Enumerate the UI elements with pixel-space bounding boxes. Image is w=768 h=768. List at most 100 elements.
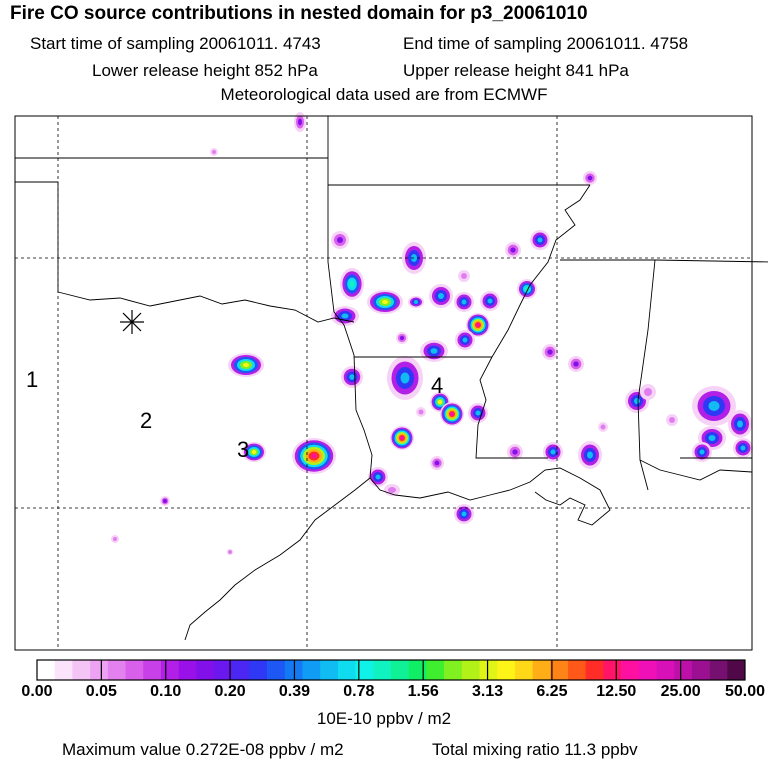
colorbar-swatch — [337, 660, 356, 680]
plume-contour — [737, 420, 743, 428]
colorbar-swatch — [267, 660, 286, 680]
colorbar-swatch — [107, 660, 126, 680]
region-label-2: 2 — [140, 408, 152, 433]
colorbar-tick-label: 0.78 — [343, 683, 375, 700]
colorbar-swatch — [284, 660, 303, 680]
lat-lon-grid — [15, 116, 752, 650]
plume-contour — [669, 417, 675, 423]
plume-contour — [418, 409, 424, 415]
colorbar-swatch — [727, 660, 746, 680]
plume-contour — [349, 374, 355, 380]
texas-coast — [184, 477, 371, 641]
colorbar-tick-label: 0.10 — [150, 683, 182, 700]
plume-contour — [699, 449, 705, 455]
plume-contour — [450, 412, 454, 416]
colorbar-swatch — [444, 660, 463, 680]
upper-release-label: Upper release height 841 hPa — [403, 61, 629, 80]
colorbar-tick-label: 25.00 — [660, 683, 701, 700]
colorbar-tick-label: 0.00 — [21, 683, 53, 700]
plume-contour — [487, 298, 493, 304]
colorbar-swatch — [461, 660, 480, 680]
colorbar-tick-label: 50.00 — [724, 683, 766, 700]
color-bar — [36, 659, 746, 681]
end-time-label: End time of sampling 20061011. 4758 — [403, 34, 689, 53]
plume-contour — [311, 453, 317, 459]
colorbar-tick-label: 12.50 — [596, 683, 637, 700]
boundary-lines — [15, 116, 768, 641]
state-border — [15, 181, 59, 292]
colorbar-swatch — [638, 660, 657, 680]
plume-contour — [438, 293, 444, 299]
colorbar-swatch — [90, 660, 109, 680]
plume-contour — [537, 237, 543, 243]
plume-contour — [510, 247, 516, 253]
plume-contour — [163, 499, 167, 503]
gulf-coast — [369, 467, 611, 526]
colorbar-tick-label: 3.13 — [471, 683, 504, 700]
map-title: Fire CO source contributions in nested d… — [10, 3, 588, 24]
plume-contour — [438, 400, 442, 404]
colorbar-swatch — [408, 660, 427, 680]
start-time-label: Start time of sampling 20061011. 4743 — [30, 34, 321, 53]
gulf-coast — [639, 459, 753, 481]
plume-contour — [587, 451, 593, 459]
plume-contour — [550, 449, 556, 455]
colorbar-swatch — [568, 660, 586, 680]
colorbar-swatch — [160, 660, 179, 680]
texas-louisiana-border — [353, 354, 373, 479]
colorbar-swatch — [72, 660, 91, 680]
total-mixing-ratio-label: Total mixing ratio 11.3 ppbv — [432, 740, 638, 759]
plume-contour — [349, 280, 355, 288]
plume-contour — [298, 118, 302, 126]
plume-contour — [414, 300, 418, 304]
plume-field — [111, 112, 753, 555]
plume-contour — [634, 398, 640, 404]
plume-contour — [113, 537, 117, 541]
colorbar-swatch — [37, 660, 55, 680]
colorbar-swatch — [178, 660, 197, 680]
plume-contour — [475, 410, 481, 416]
plume-contour — [382, 300, 388, 304]
plume-contour — [375, 474, 381, 480]
plume-contour — [461, 511, 467, 517]
plume-contour — [388, 487, 396, 493]
colorbar-swatch — [391, 660, 409, 680]
plume-contour — [461, 273, 467, 279]
plume-contour — [547, 349, 553, 355]
tennessee-border — [560, 259, 768, 263]
colorbar-swatch — [709, 660, 728, 680]
colorbar-swatch — [125, 660, 144, 680]
colorbar-swatch — [249, 660, 268, 680]
colorbar-swatch — [621, 660, 640, 680]
plume-contour — [228, 550, 232, 554]
colorbar-swatch — [585, 660, 604, 680]
maximum-value-label: Maximum value 0.272E-08 ppbv / m2 — [62, 740, 344, 759]
plume-contour — [400, 436, 404, 440]
region-label-3: 3 — [237, 437, 249, 462]
colorbar-swatch — [214, 660, 232, 680]
plume-contour — [740, 445, 746, 451]
colorbar-units: 10E-10 ppbv / m2 — [316, 709, 452, 728]
met-data-label: Meteorological data used are from ECMWF — [220, 85, 548, 104]
colorbar-swatch — [54, 660, 73, 680]
colorbar-swatch — [550, 660, 569, 680]
plume-contour — [337, 237, 343, 243]
plume-contour — [243, 363, 249, 367]
colorbar-swatch — [196, 660, 215, 680]
colorbar-swatch — [674, 660, 693, 680]
oklahoma-texas-border — [57, 291, 355, 323]
lower-release-label: Lower release height 852 hPa — [92, 61, 318, 80]
colorbar-swatch — [497, 660, 516, 680]
colorbar-swatch — [603, 660, 622, 680]
plume-contour — [212, 150, 216, 154]
colorbar-tick-label: 0.05 — [85, 683, 117, 700]
plume-contour — [341, 313, 349, 319]
colorbar-swatch — [426, 660, 445, 680]
plume-contour — [400, 336, 404, 340]
plume-contour — [512, 449, 518, 455]
colorbar-swatch — [514, 660, 533, 680]
colorbar-swatch — [656, 660, 675, 680]
plume-contour — [252, 450, 256, 454]
colorbar-swatch — [143, 660, 162, 680]
plume-contour — [573, 361, 579, 367]
